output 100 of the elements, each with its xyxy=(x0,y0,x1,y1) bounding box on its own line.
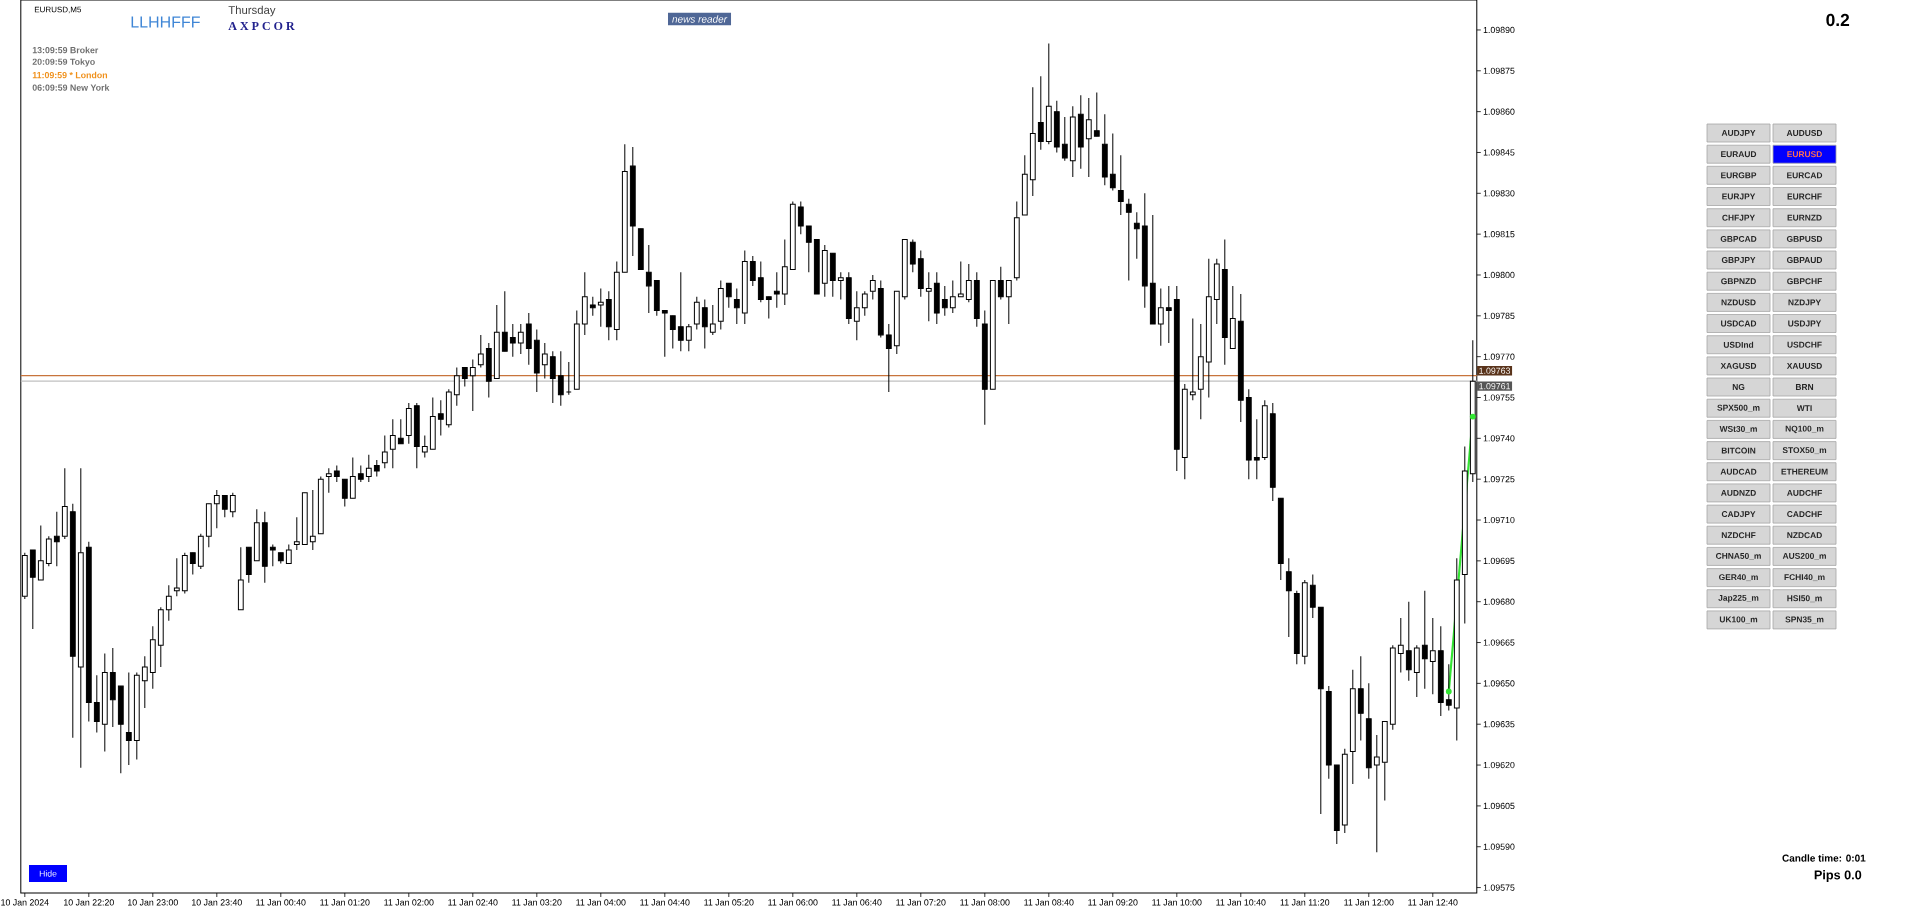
x-tick-label: 10 Jan 23:40 xyxy=(192,899,242,906)
ref-line-label: 1.09763 xyxy=(1479,367,1511,374)
text: CADCHF xyxy=(1787,511,1822,518)
x-tick-label: 11 Jan 07:20 xyxy=(896,899,946,906)
y-tick-label: 1.09860 xyxy=(1483,108,1515,115)
text: UK100_m xyxy=(1719,616,1758,624)
x-tick-label: 11 Jan 12:40 xyxy=(1408,899,1458,906)
text: WTI xyxy=(1796,405,1812,412)
text: USDCHF xyxy=(1787,341,1822,348)
annotation: news reader xyxy=(672,15,728,23)
text: GBPCAD xyxy=(1720,235,1757,242)
text: NG xyxy=(1732,384,1745,390)
x-tick-label: 10 Jan 2024 xyxy=(1,899,49,906)
annotation: Thursday xyxy=(228,5,276,17)
text: USDInd xyxy=(1723,341,1754,348)
y-tick-label: 1.09695 xyxy=(1483,557,1515,564)
y-tick-label: 1.09770 xyxy=(1483,353,1515,360)
y-tick-label: 1.09710 xyxy=(1483,516,1515,524)
y-tick-label: 1.09755 xyxy=(1483,394,1515,401)
x-tick-label: 11 Jan 02:40 xyxy=(448,899,498,906)
text: EURGBP xyxy=(1721,172,1757,179)
text: BITCOIN xyxy=(1721,447,1756,454)
y-tick-label: 1.09785 xyxy=(1483,312,1515,319)
text: NZDCHF xyxy=(1721,532,1756,539)
x-tick-label: 10 Jan 22:20 xyxy=(64,899,114,906)
annotation: LLHHFFF xyxy=(131,16,200,28)
text: SPX500_m xyxy=(1717,404,1760,412)
y-tick-label: 1.09650 xyxy=(1483,680,1515,687)
annotation: 11:09:59 * London xyxy=(32,71,108,79)
y-tick-label: 1.09800 xyxy=(1483,271,1515,279)
text: AUDUSD xyxy=(1786,130,1823,136)
x-tick-label: 11 Jan 06:00 xyxy=(768,899,818,906)
text: AUDNZD xyxy=(1721,489,1756,496)
text: GBPNZD xyxy=(1721,278,1756,285)
x-tick-label: 11 Jan 03:20 xyxy=(512,899,562,906)
text: BRN xyxy=(1795,384,1814,390)
text: WSt30_m xyxy=(1719,425,1757,433)
annotation: 20:09:59 Tokyo xyxy=(32,58,95,67)
ref-line-label: 1.09761 xyxy=(1479,383,1511,390)
text: AUS200_m xyxy=(1782,552,1826,560)
text: EURJPY xyxy=(1722,193,1756,200)
annotation: EURUSD,M5 xyxy=(34,6,82,14)
text: NZDCAD xyxy=(1787,532,1822,539)
y-tick-label: 1.09740 xyxy=(1483,435,1515,442)
x-tick-label: 11 Jan 09:20 xyxy=(1088,899,1138,906)
text: GER40_m xyxy=(1719,574,1758,582)
text: USDCAD xyxy=(1721,320,1757,327)
text: CADJPY xyxy=(1721,511,1756,518)
text: GBPAUD xyxy=(1786,257,1823,263)
x-tick-label: 11 Jan 06:40 xyxy=(832,899,882,906)
y-tick-label: 1.09635 xyxy=(1483,721,1515,728)
text: Pips 0.0 xyxy=(1814,870,1862,882)
text: GBPCHF xyxy=(1787,278,1822,285)
text: SPN35_m xyxy=(1785,616,1824,624)
x-tick-label: 11 Jan 08:00 xyxy=(960,899,1010,906)
annotation: 13:09:59 Broker xyxy=(32,46,99,54)
text: XAGUSD xyxy=(1720,362,1757,369)
y-tick-label: 1.09845 xyxy=(1483,149,1515,156)
text: EURAUD xyxy=(1721,151,1757,158)
text: 0.2 xyxy=(1826,13,1850,27)
y-tick-label: 1.09875 xyxy=(1483,67,1515,74)
text: Jap225_m xyxy=(1718,594,1759,603)
x-tick-label: 11 Jan 02:00 xyxy=(384,899,434,906)
text: NQ100_m xyxy=(1785,425,1824,434)
text: EURNZD xyxy=(1787,214,1822,221)
text: Candle time: 0:01 xyxy=(1782,854,1866,862)
x-tick-label: 11 Jan 00:40 xyxy=(256,899,306,906)
y-tick-label: 1.09725 xyxy=(1483,476,1515,483)
x-tick-label: 11 Jan 08:40 xyxy=(1024,899,1074,906)
text: AUDCAD xyxy=(1720,468,1757,475)
text: HSI50_m xyxy=(1787,595,1822,603)
x-tick-label: 11 Jan 01:20 xyxy=(320,899,370,906)
text: GBPUSD xyxy=(1786,235,1823,242)
y-tick-label: 1.09590 xyxy=(1483,843,1515,850)
text: NZDUSD xyxy=(1721,299,1756,306)
y-tick-label: 1.09815 xyxy=(1483,231,1515,238)
text: EURCAD xyxy=(1787,172,1823,179)
x-tick-label: 11 Jan 10:00 xyxy=(1152,899,1202,906)
text: ETHEREUM xyxy=(1781,468,1828,475)
y-tick-label: 1.09830 xyxy=(1483,190,1515,197)
text: AUDJPY xyxy=(1721,130,1756,136)
text: EURUSD xyxy=(1787,151,1822,158)
y-tick-label: 1.09665 xyxy=(1483,639,1515,646)
x-tick-label: 11 Jan 04:00 xyxy=(576,899,626,906)
text: NZDJPY xyxy=(1788,299,1821,306)
text: CHNA50_m xyxy=(1715,552,1761,560)
text: CHFJPY xyxy=(1722,214,1755,221)
y-tick-label: 1.09890 xyxy=(1483,26,1515,34)
x-tick-label: 11 Jan 04:40 xyxy=(640,899,690,906)
y-tick-label: 1.09605 xyxy=(1483,802,1515,809)
text: XAUUSD xyxy=(1786,362,1822,369)
text: GBPJPY xyxy=(1721,257,1756,263)
text: STOX50_m xyxy=(1782,447,1827,455)
x-tick-label: 11 Jan 05:20 xyxy=(704,899,754,906)
text: USDJPY xyxy=(1788,320,1822,327)
y-tick-label: 1.09620 xyxy=(1483,761,1515,769)
annotation: 06:09:59 New York xyxy=(32,84,110,91)
x-tick-label: 11 Jan 11:20 xyxy=(1280,899,1330,906)
x-tick-label: 11 Jan 12:00 xyxy=(1344,899,1394,906)
text: AUDCHF xyxy=(1787,489,1822,496)
